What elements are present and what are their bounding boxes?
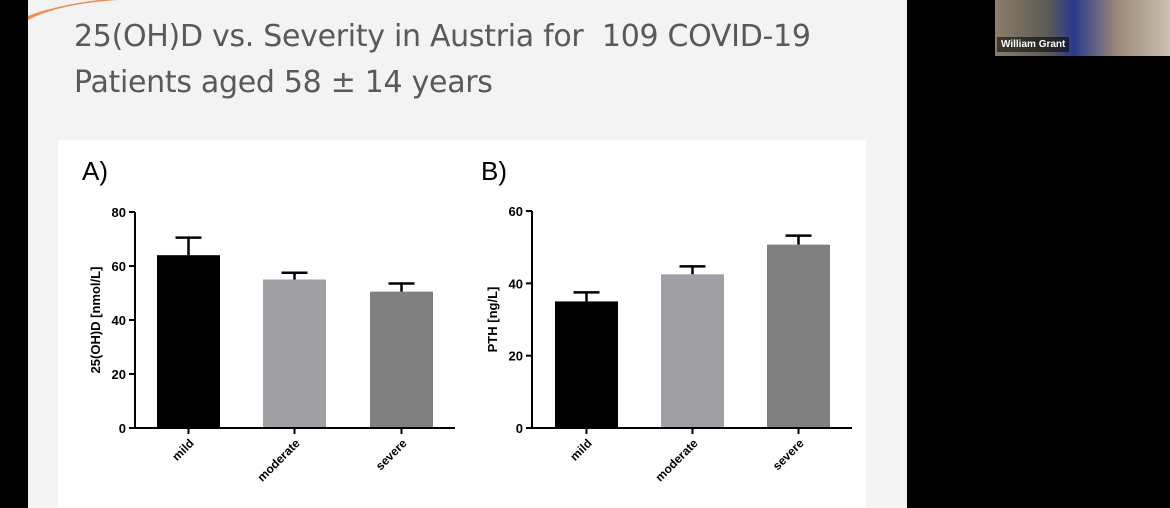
y-tick-label: 60 xyxy=(509,204,523,219)
y-tick-label: 20 xyxy=(112,367,126,382)
bar-mild xyxy=(555,301,618,428)
y-tick-label: 40 xyxy=(509,276,523,291)
participant-video[interactable]: William Grant xyxy=(995,0,1170,56)
slide-decoration-swoosh xyxy=(28,0,118,20)
y-tick-label: 0 xyxy=(516,421,523,436)
title-line-2: Patients aged 58 ± 14 years xyxy=(74,65,493,100)
x-tick-label: severe xyxy=(373,436,410,473)
bar-moderate xyxy=(263,279,326,428)
y-tick-label: 20 xyxy=(509,349,523,364)
participant-name: William Grant xyxy=(997,37,1070,52)
panel-label: A) xyxy=(82,156,108,186)
bar-severe xyxy=(767,244,830,428)
y-tick-label: 40 xyxy=(112,313,126,328)
bar-mild xyxy=(157,255,220,428)
x-tick-label: moderate xyxy=(653,436,701,484)
x-tick-label: mild xyxy=(169,436,196,463)
bar-severe xyxy=(370,291,433,428)
y-tick-label: 80 xyxy=(112,205,126,220)
x-tick-label: moderate xyxy=(255,436,303,484)
x-tick-label: severe xyxy=(770,436,807,473)
x-tick-label: mild xyxy=(567,436,594,463)
slide-title: 25(OH)D vs. Severity in Austria for 109 … xyxy=(74,14,811,106)
y-tick-label: 0 xyxy=(119,421,126,436)
title-line-1: 25(OH)D vs. Severity in Austria for 109 … xyxy=(74,19,811,54)
y-axis-label: PTH [ng/L] xyxy=(485,287,500,353)
bar-moderate xyxy=(661,274,724,428)
y-axis-label: 25(OH)D [nmol/L] xyxy=(88,267,103,374)
panel-label: B) xyxy=(481,156,507,186)
y-tick-label: 60 xyxy=(112,259,126,274)
